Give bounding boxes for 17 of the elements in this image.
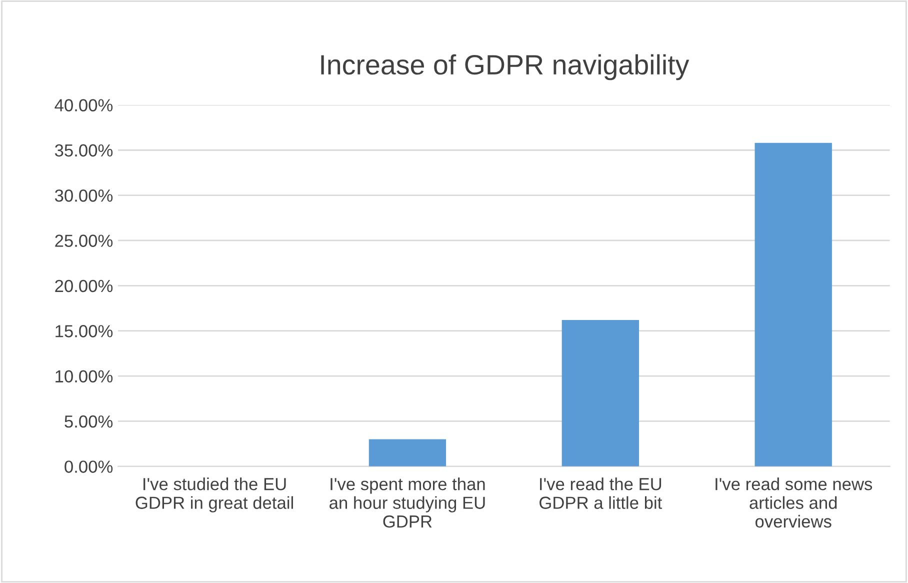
x-tick-label: I've spent more than an hour studying EU GDPR [330, 478, 485, 528]
x-tick-label: I've studied the EU GDPR in great detail [136, 478, 293, 512]
y-tick-label: 20.00% [55, 280, 113, 292]
y-tick-label: 5.00% [64, 415, 113, 428]
x-tick-label: I've read the EU GDPR a little bit [540, 478, 662, 509]
y-tick-label: 40.00% [54, 99, 113, 112]
y-tick-label: 25.00% [55, 234, 113, 247]
y-tick-label: 10.00% [56, 370, 113, 382]
bar [368, 439, 446, 466]
bar [562, 320, 640, 466]
chart-title: Increase of GDPR navigability [321, 54, 690, 80]
y-tick-label: 15.00% [56, 325, 113, 338]
y-tick-label: 30.00% [54, 189, 113, 202]
y-tick-label: 0.00% [64, 460, 113, 473]
y-tick-label: 35.00% [54, 144, 113, 157]
bar [754, 142, 832, 466]
x-tick-label: I've read some news articles and overviews [716, 478, 872, 528]
